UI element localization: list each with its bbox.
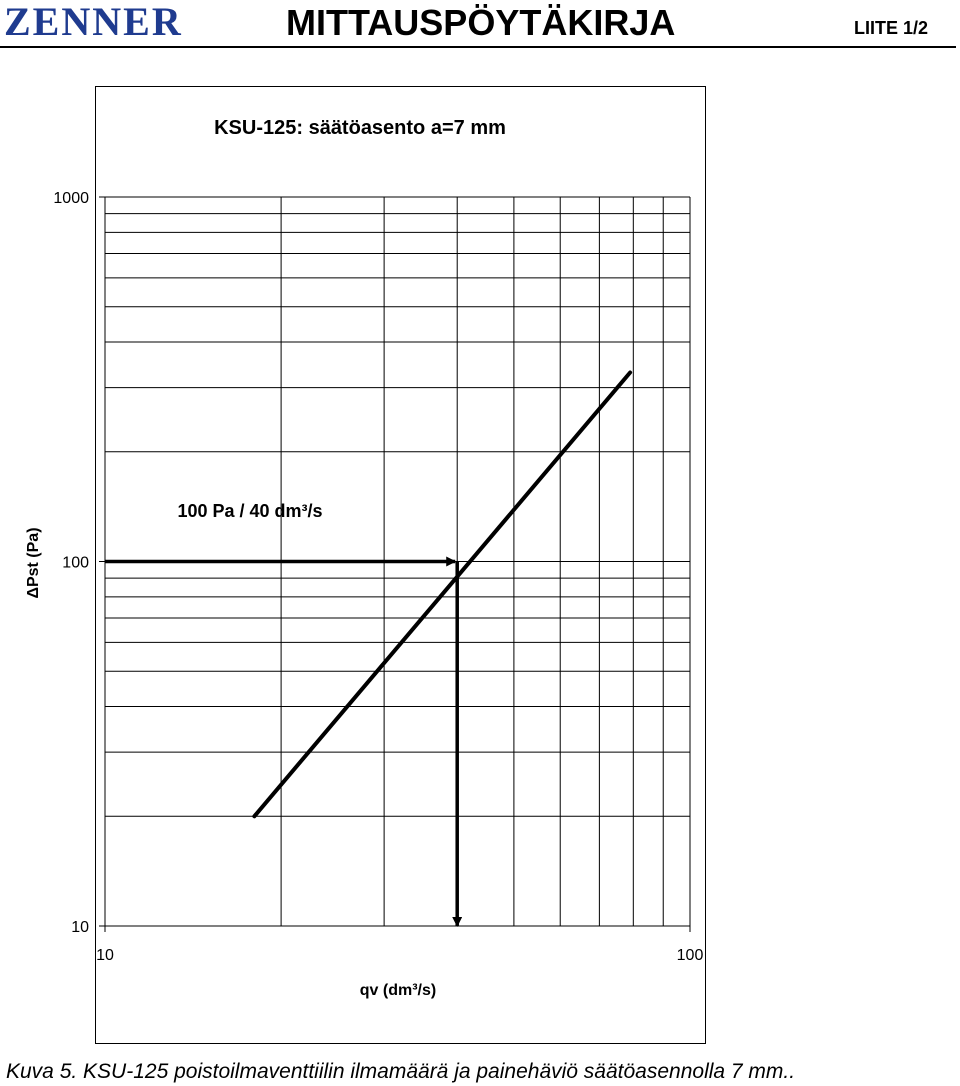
document-title: MITTAUSPÖYTÄKIRJA xyxy=(286,2,676,43)
x-tick-label: 10 xyxy=(96,947,114,964)
x-tick-label: 100 xyxy=(677,947,704,964)
chart-title: KSU-125: säätöasento a=7 mm xyxy=(214,117,506,139)
annotation-label: 100 Pa / 40 dm³/s xyxy=(177,501,322,521)
data-line xyxy=(252,370,633,819)
header-divider xyxy=(0,46,956,48)
chart-series xyxy=(105,370,633,927)
x-axis-label: qv (dm³/s) xyxy=(360,982,436,999)
zenner-logo: ZENNER xyxy=(4,0,183,44)
chart-frame xyxy=(95,86,706,1044)
figure-caption: Kuva 5. KSU-125 poistoilmaventtiilin ilm… xyxy=(6,1060,796,1083)
y-tick-label: 10 xyxy=(71,919,89,936)
y-tick-label: 1000 xyxy=(53,190,89,207)
y-tick-label: 100 xyxy=(62,555,89,572)
appendix-label: LIITE 1/2 xyxy=(853,18,928,38)
chart-grid xyxy=(104,196,691,927)
y-axis-label: ΔPst (Pa) xyxy=(25,527,42,598)
chart-ticks: 1000 100 10 10 100 xyxy=(53,190,703,964)
